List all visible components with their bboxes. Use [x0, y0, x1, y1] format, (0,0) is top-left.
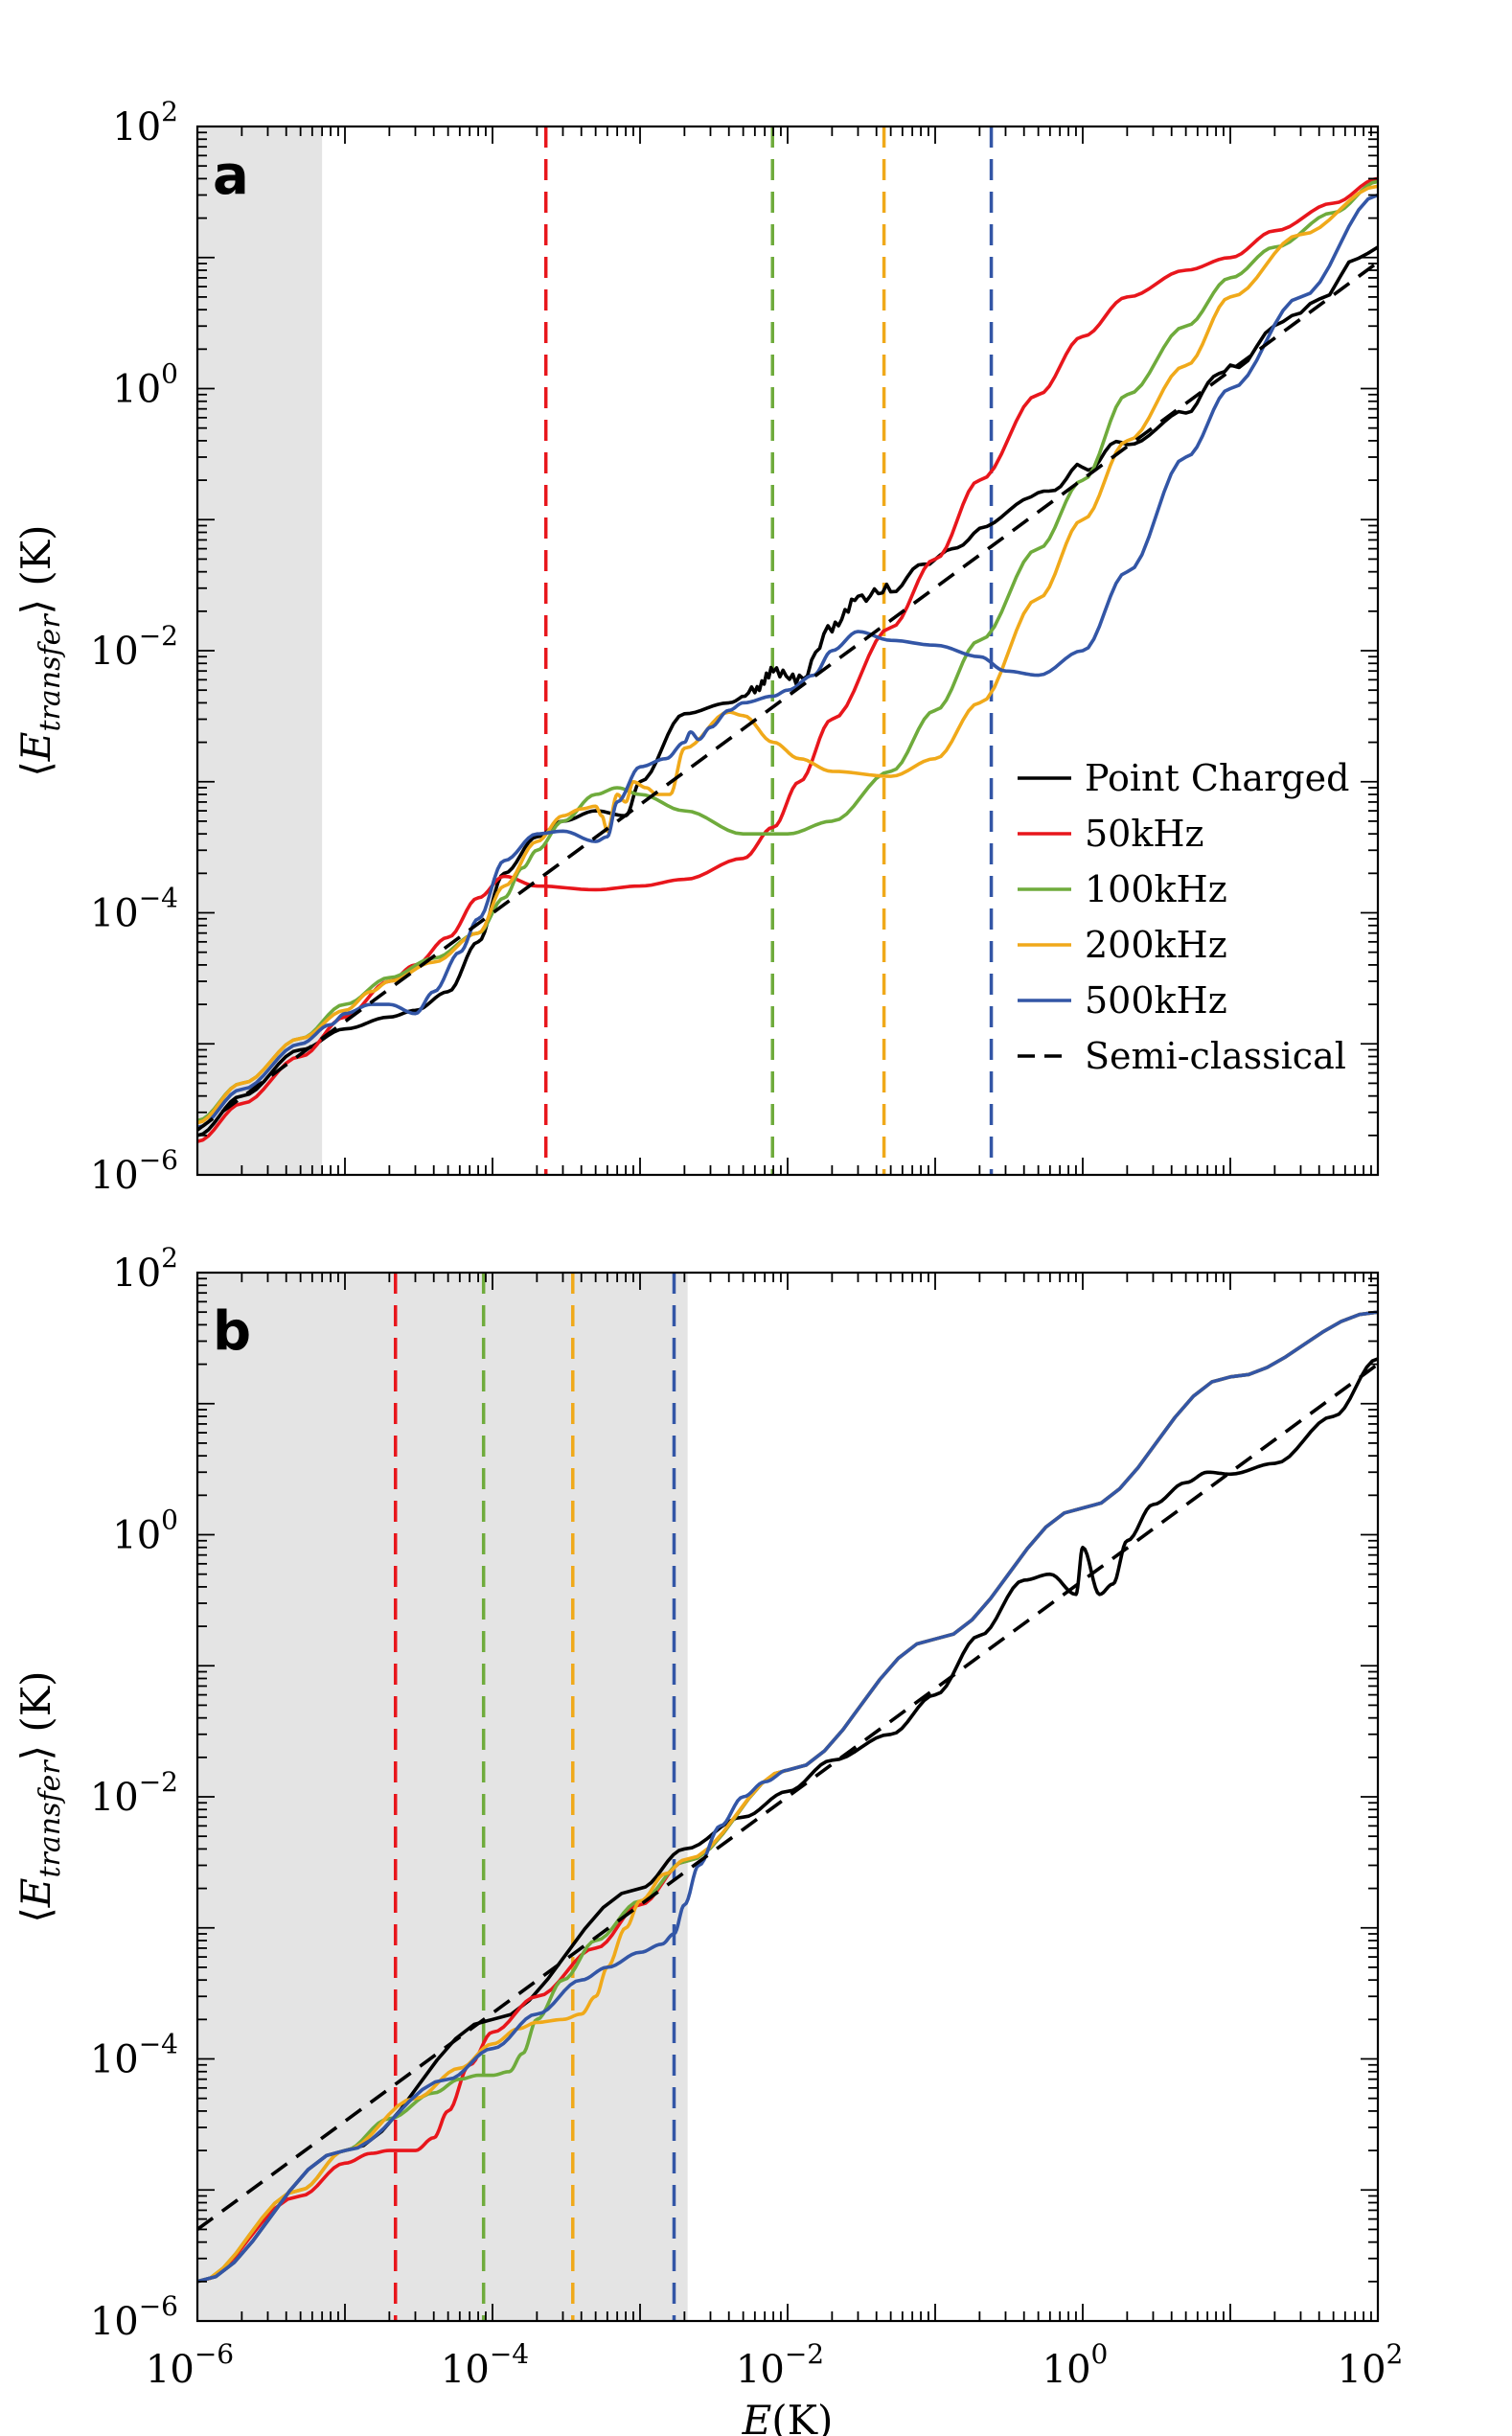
legend-item-50khz: 50kHz: [1018, 813, 1204, 855]
x-axis-label: E(K): [742, 2397, 834, 2436]
x-tick-label: 102: [1338, 2338, 1404, 2392]
legend-item-semi-classical: Semi-classical: [1018, 1035, 1346, 1077]
x-tick-label: 10−6: [146, 2338, 234, 2392]
shaded-region: [197, 1273, 688, 2321]
legend-item-200khz: 200kHz: [1018, 924, 1227, 966]
y-tick-label: 10−6: [90, 2290, 178, 2344]
panel-letter-a: a: [213, 145, 249, 207]
y-tick-label: 10−4: [90, 883, 178, 936]
shaded-region: [197, 126, 323, 1175]
ticks: [196, 1273, 1378, 2322]
legend-item-100khz: 100kHz: [1018, 868, 1227, 910]
ticks: [196, 126, 1378, 1176]
legend-label: 100kHz: [1085, 868, 1227, 910]
legend-label: Point Charged: [1085, 757, 1349, 799]
y-tick-label: 10−4: [90, 2029, 178, 2082]
series-point-charged: [197, 1357, 1378, 2284]
legend-label: Semi-classical: [1085, 1035, 1346, 1077]
x-tick-label: 10−2: [736, 2338, 824, 2392]
legend-item-500khz: 500kHz: [1018, 979, 1227, 1022]
series-point-charged: [197, 245, 1378, 1138]
y-axis-label: ⟨Etransfer⟩ (K): [12, 1670, 67, 1922]
series-200khz: [197, 184, 1378, 1125]
series-500khz: [197, 1310, 1378, 2284]
y-tick-label: 100: [112, 1505, 178, 1558]
legend: Point Charged 50kHz 100kHz 200kHz 500kHz Semi…: [1018, 757, 1349, 1077]
legend-label: 200kHz: [1085, 924, 1227, 966]
x-tick-label: 100: [1042, 2338, 1109, 2392]
y-tick-label: 10−6: [90, 1144, 178, 1198]
y-axis-label: ⟨Etransfer⟩ (K): [12, 524, 67, 776]
plot-area: [197, 1273, 1378, 2321]
panel-a: 10−6 10−4 10−2 100 102 ⟨Etransfer⟩ (K) a Point …: [12, 96, 1380, 1198]
y-tick-label: 102: [112, 1242, 178, 1296]
x-tick-label: 10−4: [441, 2338, 529, 2392]
legend-label: 500kHz: [1085, 979, 1227, 1022]
legend-item-point-charged: Point Charged: [1018, 757, 1349, 799]
y-tick-label: 102: [112, 96, 178, 149]
y-tick-label: 10−2: [90, 1766, 178, 1820]
series-100khz: [197, 179, 1378, 1123]
legend-label: 50kHz: [1085, 813, 1204, 855]
y-tick-label: 100: [112, 358, 178, 412]
plot-area: [197, 126, 1378, 1175]
panel-letter-b: b: [213, 1300, 251, 1363]
panel-b: 10−6 10−4 10−2 100 102 10−6 10−4 10−2 100 102 E(K)…: [12, 1242, 1403, 2436]
series-500khz: [197, 193, 1378, 1130]
y-tick-label: 10−2: [90, 620, 178, 674]
